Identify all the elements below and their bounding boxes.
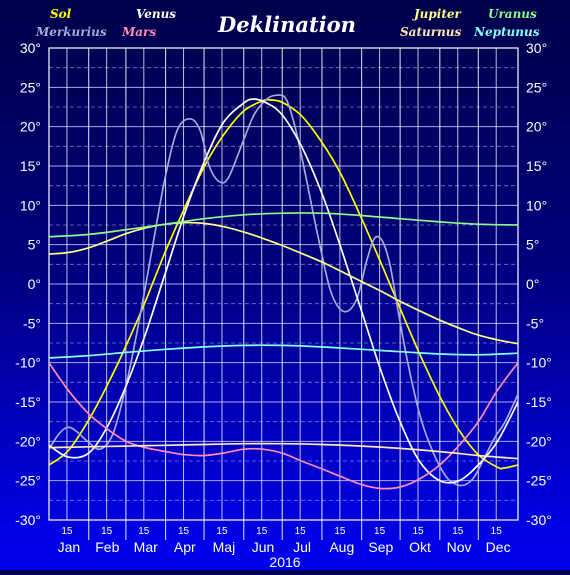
month-label: Apr: [174, 539, 196, 555]
y-tick-label-left: -20°: [15, 433, 41, 449]
y-tick-label-left: 25°: [20, 79, 41, 95]
y-tick-label-right: 10°: [526, 197, 547, 213]
midmonth-tick-label: 15: [61, 526, 73, 537]
legend-item-sol: Sol: [50, 7, 72, 21]
month-label: Jun: [252, 539, 275, 555]
midmonth-tick-label: 15: [491, 526, 503, 537]
month-label: Feb: [95, 539, 119, 555]
series-line-neptunus: [48, 344, 519, 359]
series-line-jupiter: [48, 221, 519, 345]
y-tick-label-right: 5°: [526, 237, 539, 253]
legend-item-saturnus: Saturnus: [400, 25, 461, 39]
y-tick-label-left: -5°: [23, 315, 41, 331]
midmonth-tick-label: 15: [101, 526, 113, 537]
series-lines: [48, 94, 519, 490]
y-tick-label-left: 10°: [20, 197, 41, 213]
midmonth-tick-label: 15: [295, 526, 307, 537]
midmonth-tick-label: 15: [412, 526, 424, 537]
series-line-saturnus: [48, 442, 519, 460]
y-tick-label-right: -25°: [526, 473, 552, 489]
chart-title: Deklination: [217, 12, 356, 37]
month-label: Dec: [486, 539, 511, 555]
legend: Sol Venus Merkurius Mars Jupiter Uranus Saturn…: [35, 7, 540, 39]
midmonth-tick-label: 15: [452, 526, 464, 537]
midmonth-tick-label: 15: [374, 526, 386, 537]
y-tick-label-left: 20°: [20, 119, 41, 135]
grid-lines: [49, 47, 518, 540]
month-label: Mar: [134, 539, 158, 555]
legend-item-merkurius: Merkurius: [35, 25, 107, 39]
y-tick-label-left: 0°: [28, 276, 41, 292]
y-tick-label-right: -10°: [526, 355, 552, 371]
legend-item-uranus: Uranus: [488, 7, 537, 21]
month-label: Maj: [213, 539, 236, 555]
month-label: Nov: [447, 539, 472, 555]
y-tick-label-right: 20°: [526, 119, 547, 135]
y-tick-label-right: -30°: [526, 512, 552, 528]
legend-item-mars: Mars: [121, 25, 156, 39]
series-line-uranus: [48, 212, 519, 238]
y-tick-label-right: -15°: [526, 394, 552, 410]
plot-frame: [48, 47, 519, 521]
midmonth-tick-label: 15: [334, 526, 346, 537]
series-line-sol: [48, 98, 519, 470]
month-label: Jan: [58, 539, 81, 555]
y-tick-label-right: -20°: [526, 433, 552, 449]
month-label: Aug: [329, 539, 354, 555]
y-tick-label-right: -5°: [526, 315, 544, 331]
midmonth-tick-label: 15: [178, 526, 190, 537]
series-line-venus: [48, 98, 519, 484]
month-label: Okt: [409, 539, 431, 555]
y-tick-label-left: -25°: [15, 473, 41, 489]
y-tick-label-left: -30°: [15, 512, 41, 528]
y-tick-label-left: -10°: [15, 355, 41, 371]
legend-item-venus: Venus: [136, 7, 176, 21]
y-tick-label-left: 5°: [28, 237, 41, 253]
x-axis-year-label: 2016: [269, 554, 300, 570]
midmonth-tick-label: 15: [216, 526, 228, 537]
midmonth-tick-label: 15: [138, 526, 150, 537]
y-tick-label-right: 0°: [526, 276, 539, 292]
axes: 30° 30° 25° 25° 20° 20° 15° 15° 10° 10° 5° 5° 0° 0° -5…: [15, 40, 552, 555]
series-line-merkurius: [48, 94, 519, 487]
month-label: Jul: [293, 539, 311, 555]
y-tick-label-right: 30°: [526, 40, 547, 56]
month-label: Sep: [368, 539, 393, 555]
y-tick-label-right: 15°: [526, 158, 547, 174]
y-tick-label-left: 30°: [20, 40, 41, 56]
legend-item-neptunus: Neptunus: [473, 25, 540, 39]
y-tick-label-left: -15°: [15, 394, 41, 410]
y-tick-label-right: 25°: [526, 79, 547, 95]
series-line-mars: [48, 362, 519, 490]
y-tick-label-left: 15°: [20, 158, 41, 174]
midmonth-tick-label: 15: [256, 526, 268, 537]
legend-item-jupiter: Jupiter: [412, 7, 463, 21]
